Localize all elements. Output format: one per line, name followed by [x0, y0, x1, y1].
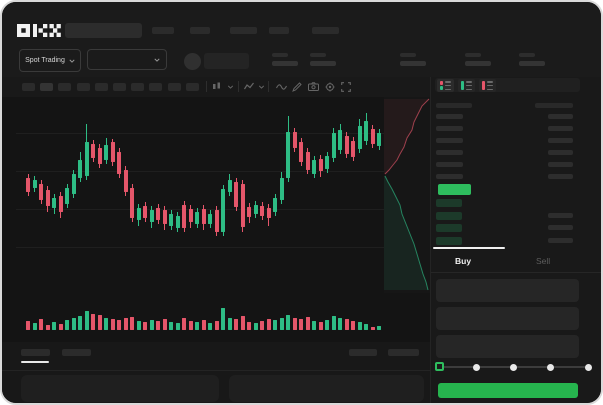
timeframe-button[interactable]: [76, 83, 90, 91]
ob-col-price-header: [436, 103, 472, 108]
bottom-panel: [229, 375, 424, 402]
timeframe-button[interactable]: [58, 83, 72, 91]
ticker-stat-label: [465, 53, 481, 57]
timeframe-button[interactable]: [22, 83, 35, 91]
camera-icon[interactable]: [308, 82, 319, 91]
ask-amount: [548, 114, 573, 119]
book-both-icon[interactable]: [437, 79, 454, 92]
active-tab-underline: [21, 361, 49, 363]
timeframe-button[interactable]: [167, 83, 181, 91]
bottom-action[interactable]: [388, 349, 419, 356]
ticker-stat-label: [272, 53, 288, 57]
ask-price[interactable]: [436, 174, 463, 179]
bottom-tab[interactable]: [62, 349, 91, 356]
bid-amount: [548, 225, 573, 231]
ask-amount: [548, 162, 573, 167]
nav-item[interactable]: [230, 27, 257, 34]
bid-price[interactable]: [436, 211, 462, 220]
ask-price[interactable]: [436, 162, 463, 167]
trade-tabs: Buy Sell: [431, 247, 601, 273]
ask-price[interactable]: [436, 150, 463, 155]
bottom-tab-active[interactable]: [21, 349, 50, 356]
chevron-down-icon: [154, 58, 160, 62]
slider-stop[interactable]: [510, 364, 517, 371]
buy-submit-button[interactable]: [438, 383, 578, 398]
ask-amount: [548, 138, 573, 143]
timeframe-button[interactable]: [131, 83, 145, 91]
timeframe-button[interactable]: [94, 83, 108, 91]
book-asks-icon[interactable]: [479, 79, 496, 92]
ask-price[interactable]: [436, 126, 463, 131]
ask-amount: [548, 174, 573, 179]
settings-gear-icon[interactable]: [325, 82, 335, 92]
okx-logo-icon[interactable]: [17, 23, 61, 38]
last-price-badge: [438, 184, 471, 195]
nav-item[interactable]: [312, 27, 339, 34]
depth-chart: [384, 97, 430, 293]
timeframe-button[interactable]: [113, 83, 126, 91]
nav-item[interactable]: [152, 27, 174, 34]
nav-item[interactable]: [269, 27, 289, 34]
slider-stop[interactable]: [547, 364, 554, 371]
market-type-selector[interactable]: Spot Trading: [19, 49, 81, 72]
buy-tab-underline: [433, 247, 505, 249]
ask-price[interactable]: [436, 138, 463, 143]
bid-amount: [548, 212, 573, 218]
bottom-section: [2, 342, 430, 403]
chevron-down-icon[interactable]: [227, 84, 234, 90]
divider: [2, 370, 430, 371]
bid-price[interactable]: [436, 237, 462, 246]
bottom-panel: [21, 375, 219, 402]
ask-amount: [548, 126, 573, 131]
timeframe-button[interactable]: [40, 83, 54, 91]
slider-stop[interactable]: [473, 364, 480, 371]
candlestick-chart[interactable]: [2, 97, 430, 370]
slider-stop[interactable]: [585, 364, 592, 371]
chevron-down-icon: [69, 59, 75, 63]
bid-price[interactable]: [436, 224, 462, 233]
ticker-stat-value: [465, 61, 491, 66]
interval-selector-icon[interactable]: [212, 82, 222, 91]
search-input[interactable]: [65, 23, 142, 38]
indicator-selector-icon[interactable]: [244, 82, 254, 91]
nav-item[interactable]: [190, 27, 210, 34]
ticker-stat-value: [272, 61, 298, 66]
timeframe-button[interactable]: [185, 83, 199, 91]
coin-avatar: [184, 53, 201, 70]
ticker-stat-value: [400, 61, 426, 66]
chevron-down-icon[interactable]: [258, 84, 265, 90]
line-style-icon[interactable]: [276, 83, 287, 91]
pair-name-placeholder: [204, 53, 249, 69]
right-panel: Buy Sell: [430, 77, 601, 403]
ticker-stat-value: [519, 61, 545, 66]
subheader: Spot Trading: [2, 44, 601, 77]
ticker-stat-label: [400, 53, 416, 57]
ask-price[interactable]: [436, 114, 463, 119]
slider-handle[interactable]: [435, 361, 444, 371]
fullscreen-icon[interactable]: [341, 82, 351, 92]
bottom-action[interactable]: [349, 349, 377, 356]
tab-buy[interactable]: Buy: [455, 256, 472, 266]
ticker-stat-label: [310, 53, 326, 57]
orderbook-toolbar: [435, 78, 580, 92]
book-bids-icon[interactable]: [458, 79, 475, 92]
top-nav: [2, 2, 601, 44]
price-input[interactable]: [436, 279, 579, 302]
bid-price[interactable]: [436, 199, 462, 207]
timeframe-button[interactable]: [149, 83, 163, 91]
market-type-label: Spot Trading: [25, 57, 65, 64]
ob-col-amount-header: [535, 103, 573, 108]
tab-sell[interactable]: Sell: [536, 256, 551, 266]
pair-selector[interactable]: [87, 49, 167, 70]
total-input[interactable]: [436, 335, 579, 358]
draw-icon[interactable]: [292, 82, 302, 92]
chart-toolbar: [2, 77, 430, 97]
ticker-stat-value: [310, 61, 336, 66]
ticker-stat-label: [519, 53, 535, 57]
bid-amount: [548, 238, 573, 244]
amount-input[interactable]: [436, 307, 579, 330]
ask-amount: [548, 150, 573, 155]
